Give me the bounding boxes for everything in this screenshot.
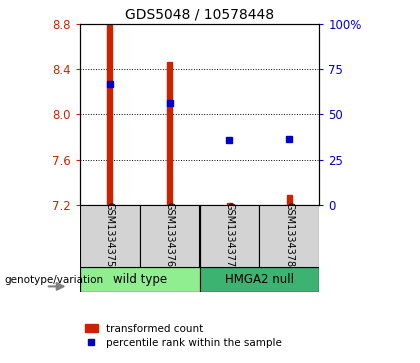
Bar (107, 24, 113, 205)
Text: genotype/variation: genotype/variation (4, 275, 103, 285)
Bar (80, 267, 200, 292)
Text: GSM1334377: GSM1334377 (224, 202, 234, 267)
Text: GSM1334375: GSM1334375 (105, 202, 115, 267)
Text: GSM1334378: GSM1334378 (284, 202, 294, 267)
Text: HMGA2 null: HMGA2 null (225, 273, 294, 286)
Text: GSM1334376: GSM1334376 (165, 202, 175, 267)
Bar (139, 205, 199, 267)
Bar (227, 203, 232, 205)
Bar (167, 62, 172, 205)
Bar (200, 267, 319, 292)
Title: GDS5048 / 10578448: GDS5048 / 10578448 (125, 7, 274, 21)
Bar (200, 205, 260, 267)
Bar (80, 205, 139, 267)
Legend: transformed count, percentile rank within the sample: transformed count, percentile rank withi… (85, 324, 282, 348)
Text: wild type: wild type (113, 273, 167, 286)
Bar (259, 205, 319, 267)
Bar (286, 195, 292, 205)
